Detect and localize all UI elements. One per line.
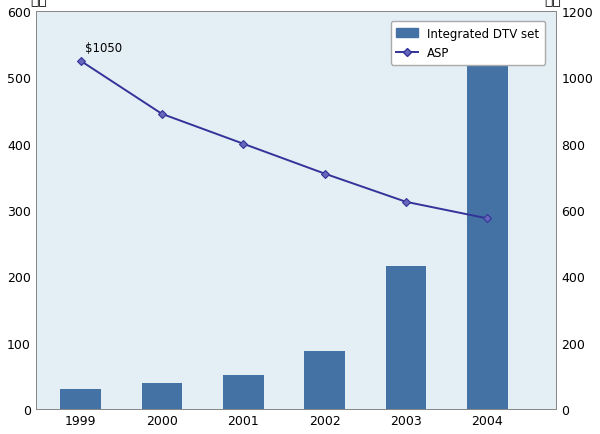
Bar bbox=[223, 375, 263, 409]
Bar bbox=[386, 267, 426, 409]
Bar bbox=[60, 389, 101, 409]
Bar bbox=[304, 351, 345, 409]
Text: 千台: 千台 bbox=[30, 0, 47, 7]
Legend: Integrated DTV set, ASP: Integrated DTV set, ASP bbox=[391, 22, 545, 66]
Bar bbox=[467, 32, 508, 409]
Text: 美元: 美元 bbox=[544, 0, 561, 7]
Text: $1050: $1050 bbox=[85, 42, 122, 55]
Bar bbox=[142, 383, 182, 409]
